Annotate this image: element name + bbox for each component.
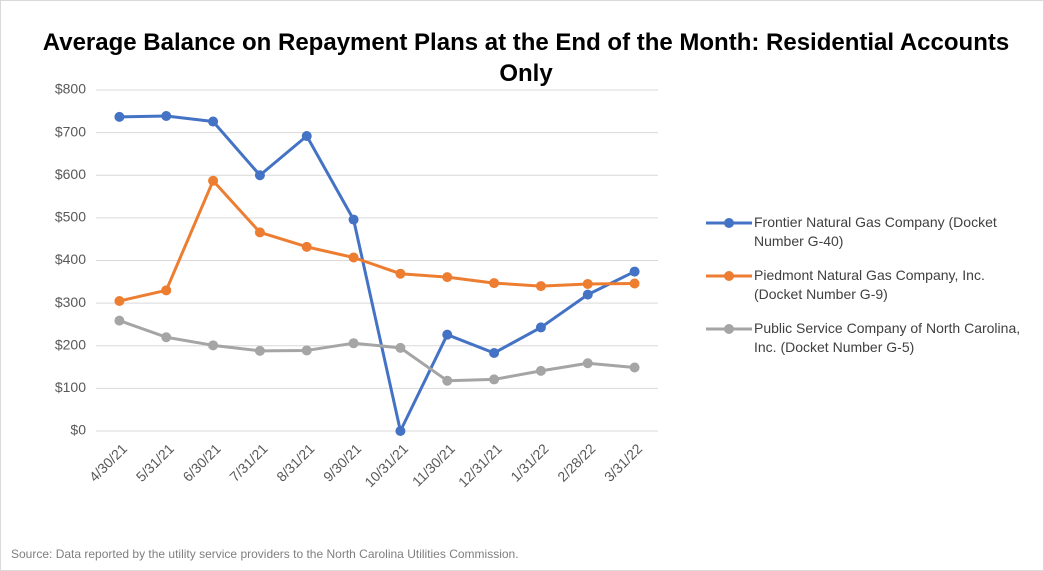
data-point	[208, 175, 219, 186]
data-point	[395, 426, 406, 436]
legend-marker	[724, 324, 734, 334]
data-point	[348, 338, 359, 349]
data-point	[442, 329, 453, 340]
x-tick-label: 10/31/21	[361, 440, 411, 490]
y-tick-label: $0	[70, 422, 86, 438]
data-point	[348, 252, 359, 263]
legend-item: Piedmont Natural Gas Company, Inc. (Dock…	[706, 266, 1036, 304]
data-point	[254, 227, 265, 238]
data-point	[535, 322, 546, 333]
data-point	[629, 362, 640, 373]
data-point	[395, 268, 406, 279]
legend-item: Public Service Company of North Carolina…	[706, 319, 1036, 357]
x-tick-label: 8/31/21	[273, 440, 317, 484]
y-tick-label: $700	[55, 123, 86, 139]
data-point	[114, 295, 125, 306]
data-point	[114, 111, 125, 122]
x-tick-label: 3/31/22	[601, 440, 645, 484]
data-point	[114, 315, 125, 326]
series-line	[119, 179, 635, 303]
y-tick-label: $400	[55, 251, 86, 267]
y-tick-label: $200	[55, 336, 86, 352]
data-point	[629, 266, 640, 277]
legend-marker	[724, 218, 734, 228]
chart-title: Average Balance on Repayment Plans at th…	[42, 29, 1010, 87]
legend-label: Frontier Natural Gas Company (Docket Num…	[754, 214, 997, 249]
y-tick-label: $800	[55, 81, 86, 97]
x-tick-label: 6/30/21	[179, 440, 223, 484]
y-tick-label: $500	[55, 209, 86, 225]
series-line	[119, 114, 636, 433]
data-point	[489, 374, 500, 385]
x-tick-label: 7/31/21	[226, 440, 270, 484]
data-point	[582, 358, 593, 369]
data-point	[489, 278, 500, 289]
data-point	[301, 345, 312, 356]
data-point	[161, 332, 172, 343]
source-note: Source: Data reported by the utility ser…	[11, 547, 519, 561]
legend-item: Frontier Natural Gas Company (Docket Num…	[706, 213, 1036, 251]
legend-swatch	[706, 324, 752, 334]
data-point	[254, 345, 265, 356]
y-tick-label: $300	[55, 294, 86, 310]
data-point	[582, 289, 593, 300]
x-tick-label: 5/31/21	[133, 440, 177, 484]
data-point	[582, 278, 593, 289]
data-point	[301, 241, 312, 252]
data-point	[208, 116, 219, 127]
x-tick-label: 11/30/21	[409, 440, 458, 489]
data-point	[161, 111, 172, 122]
series-line	[118, 319, 635, 383]
data-point	[348, 214, 359, 225]
x-tick-label: 2/28/22	[554, 440, 598, 484]
data-point	[442, 272, 453, 283]
legend-marker	[724, 271, 734, 281]
x-tick-label: 1/31/22	[507, 440, 551, 484]
legend-swatch	[706, 271, 752, 281]
legend-label: Public Service Company of North Carolina…	[754, 320, 1021, 355]
data-point	[535, 365, 546, 376]
data-point	[254, 170, 265, 181]
data-point	[489, 347, 500, 358]
legend-swatch	[706, 218, 752, 228]
x-tick-label: 4/30/21	[86, 440, 130, 484]
y-tick-label: $100	[55, 379, 86, 395]
legend-label: Piedmont Natural Gas Company, Inc. (Dock…	[754, 267, 985, 302]
data-point	[535, 281, 546, 292]
x-tick-label: 9/30/21	[320, 440, 364, 484]
data-point	[208, 340, 219, 351]
y-tick-label: $600	[55, 166, 86, 182]
data-point	[301, 131, 312, 142]
data-point	[442, 375, 453, 386]
x-tick-label: 12/31/21	[455, 440, 505, 490]
data-point	[629, 278, 640, 289]
data-point	[161, 285, 172, 296]
legend: Frontier Natural Gas Company (Docket Num…	[706, 213, 1036, 372]
data-point	[395, 342, 406, 353]
